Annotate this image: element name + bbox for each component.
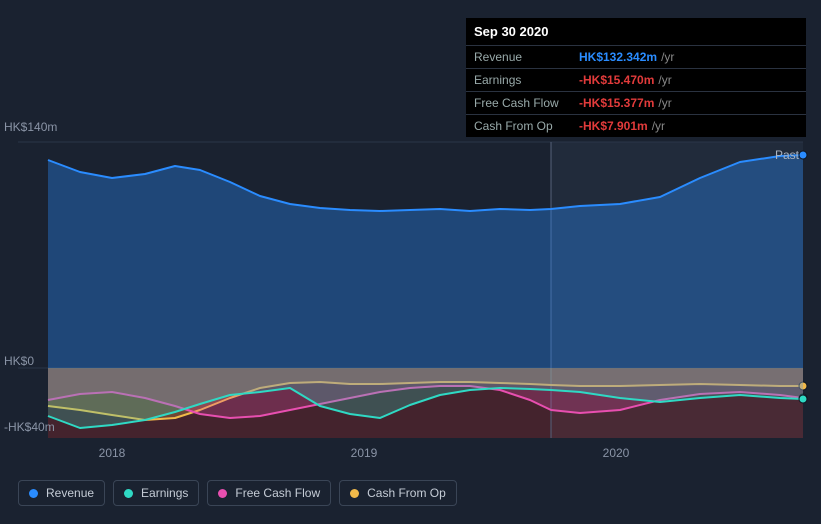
tooltip-metric-value: -HK$7.901m	[579, 119, 648, 133]
tooltip-metric-label: Revenue	[474, 50, 579, 64]
past-label: Past	[775, 148, 799, 162]
tooltip-metric-value: HK$132.342m	[579, 50, 657, 64]
y-axis-tick-label: HK$0	[4, 354, 34, 368]
y-axis-tick-label: HK$140m	[4, 120, 57, 134]
tooltip-row: Free Cash Flow-HK$15.377m/yr	[466, 91, 806, 114]
x-axis-tick-label: 2020	[603, 446, 630, 460]
tooltip-metric-value: -HK$15.470m	[579, 73, 654, 87]
tooltip-metric-unit: /yr	[658, 96, 671, 110]
tooltip-row: Earnings-HK$15.470m/yr	[466, 68, 806, 91]
y-axis-tick-label: -HK$40m	[4, 420, 55, 434]
tooltip-metric-unit: /yr	[658, 73, 671, 87]
x-axis-tick-label: 2019	[351, 446, 378, 460]
tooltip-metric-unit: /yr	[661, 50, 674, 64]
tooltip-metric-label: Earnings	[474, 73, 579, 87]
tooltip-metric-label: Free Cash Flow	[474, 96, 579, 110]
tooltip-date: Sep 30 2020	[466, 18, 806, 45]
tooltip-metric-label: Cash From Op	[474, 119, 579, 133]
tooltip-row: Cash From Op-HK$7.901m/yr	[466, 114, 806, 137]
tooltip-row: RevenueHK$132.342m/yr	[466, 45, 806, 68]
tooltip-metric-value: -HK$15.377m	[579, 96, 654, 110]
tooltip-metric-unit: /yr	[652, 119, 665, 133]
chart-tooltip: Sep 30 2020 RevenueHK$132.342m/yrEarning…	[466, 18, 806, 137]
x-axis-tick-label: 2018	[99, 446, 126, 460]
